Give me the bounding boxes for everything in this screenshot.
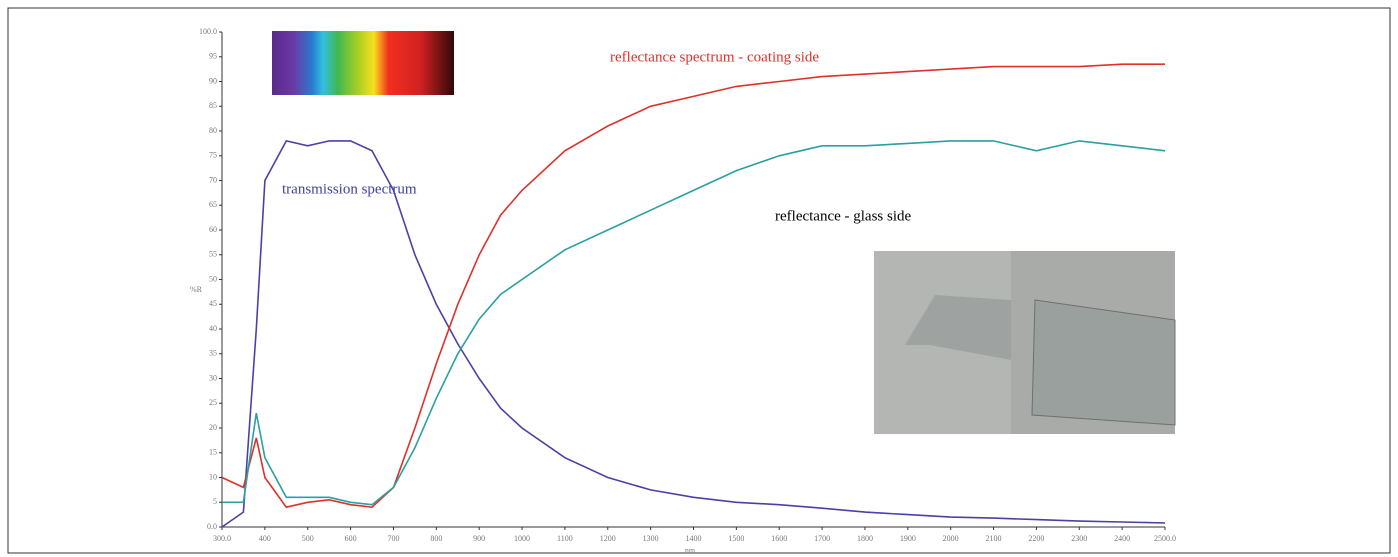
x-tick-label: 1400	[686, 534, 702, 543]
y-tick-label: 75	[209, 151, 217, 160]
y-tick-label: 100.0	[199, 27, 217, 36]
y-tick-label: 65	[209, 200, 217, 209]
page: {"chart_data": {"type": "line", "x_label…	[0, 0, 1398, 557]
y-tick-label: 85	[209, 101, 217, 110]
x-tick-label: 1700	[814, 534, 830, 543]
x-tick-label: 2400	[1114, 534, 1130, 543]
y-tick-label: 90	[209, 76, 217, 85]
x-tick-label: 500	[302, 534, 314, 543]
y-tick-label: 15	[209, 448, 217, 457]
x-tick-label: 700	[387, 534, 399, 543]
y-tick-label: 0.0	[207, 522, 217, 531]
x-tick-label: 1600	[771, 534, 787, 543]
x-tick-label: 1200	[600, 534, 616, 543]
photo-glass	[1032, 300, 1175, 425]
x-tick-label: 1300	[643, 534, 659, 543]
x-tick-label: 2500.0	[1154, 534, 1176, 543]
y-tick-label: 5	[213, 497, 217, 506]
x-tick-label: 1100	[557, 534, 573, 543]
y-tick-label: 60	[209, 225, 217, 234]
x-tick-label: 900	[473, 534, 485, 543]
annotation: transmission spectrum	[282, 181, 417, 197]
y-tick-label: 20	[209, 423, 217, 432]
y-axis-label: %R	[190, 285, 203, 294]
x-tick-label: 2000	[943, 534, 959, 543]
spectrum-image	[272, 31, 454, 95]
y-tick-label: 45	[209, 299, 217, 308]
x-tick-label: 1000	[514, 534, 530, 543]
annotation: reflectance spectrum - coating side	[610, 49, 819, 65]
y-tick-label: 25	[209, 398, 217, 407]
y-tick-label: 80	[209, 126, 217, 135]
x-tick-label: 2100	[986, 534, 1002, 543]
x-tick-label: 600	[345, 534, 357, 543]
x-tick-label: 400	[259, 534, 271, 543]
x-tick-label: 1500	[728, 534, 744, 543]
x-tick-label: 2200	[1028, 534, 1044, 543]
y-tick-label: 70	[209, 175, 217, 184]
annotation: reflectance - glass side	[775, 208, 912, 224]
x-tick-label: 300.0	[213, 534, 231, 543]
y-tick-label: 35	[209, 349, 217, 358]
x-tick-label: 2300	[1071, 534, 1087, 543]
chart: reflectance spectrum - coating side tran…	[0, 0, 1398, 557]
x-tick-label: 800	[430, 534, 442, 543]
y-tick-label: 30	[209, 373, 217, 382]
y-tick-label: 50	[209, 274, 217, 283]
y-tick-label: 10	[209, 472, 217, 481]
x-tick-label: 1900	[900, 534, 916, 543]
x-axis-label: nm	[685, 546, 696, 555]
y-tick-label: 95	[209, 52, 217, 61]
x-tick-label: 1800	[857, 534, 873, 543]
y-tick-label: 55	[209, 250, 217, 259]
y-tick-label: 40	[209, 324, 217, 333]
